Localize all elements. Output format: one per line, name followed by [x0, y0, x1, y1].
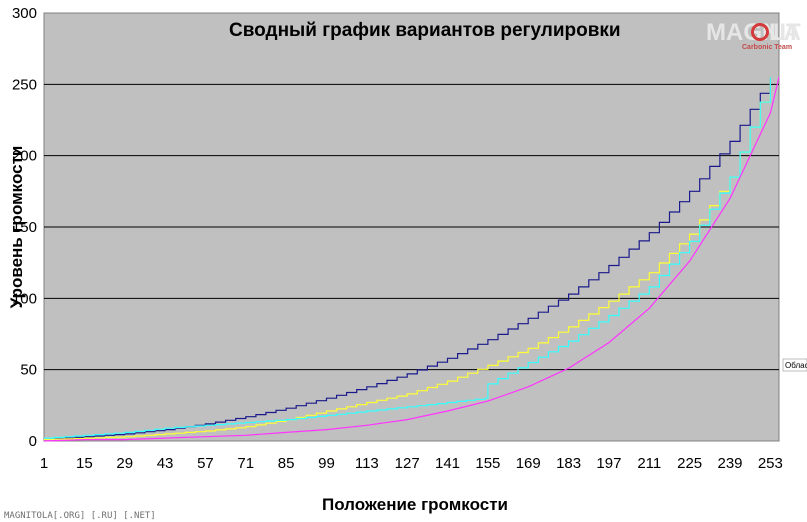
y-tick-label: 250 — [12, 76, 37, 93]
gridlines — [44, 83, 779, 371]
x-tick-label: 211 — [637, 455, 661, 472]
svg-text:LA: LA — [769, 19, 801, 46]
side-legend-fragment: Облас — [782, 358, 807, 372]
x-tick-label: 57 — [197, 455, 214, 472]
x-tick-label: 99 — [318, 455, 335, 472]
x-tick-label: 183 — [556, 455, 581, 472]
y-tick-label: 200 — [12, 148, 37, 165]
y-tick-label: 0 — [29, 433, 37, 450]
y-axis-title: Уровень громкости — [7, 146, 26, 309]
y-tick-label: 150 — [12, 219, 37, 236]
magnitola-logo: MAGNIT LA Carbonic Team — [706, 19, 801, 51]
footer-watermark: MAGNITOLA[.ORG] [.RU] [.NET] — [4, 511, 156, 521]
x-tick-label: 85 — [278, 455, 295, 472]
x-tick-label: 141 — [435, 455, 460, 472]
x-tick-label: 225 — [677, 455, 702, 472]
x-tick-label: 127 — [395, 455, 420, 472]
y-tick-labels: 0 50 100 150 200 250 300 — [12, 5, 37, 450]
x-tick-label: 113 — [355, 455, 379, 472]
logo-o-ring — [751, 23, 769, 41]
series-line-4 — [43, 77, 780, 442]
svg-text:Carbonic Team: Carbonic Team — [742, 44, 792, 51]
x-tick-label: 15 — [76, 455, 93, 472]
x-tick-label: 169 — [516, 455, 541, 472]
x-tick-label: 253 — [758, 455, 783, 472]
y-tick-label: 50 — [20, 362, 37, 379]
chart-title: Сводный график вариантов регулировки — [229, 20, 621, 41]
series-line-3 — [44, 77, 771, 439]
series-line-2 — [44, 77, 771, 441]
series-layer — [43, 77, 780, 442]
x-axis-title: Положение громкости — [322, 495, 508, 514]
y-tick-label: 300 — [12, 5, 37, 22]
x-tick-label: 1 — [40, 455, 48, 472]
x-tick-label: 71 — [237, 455, 254, 472]
x-tick-label: 155 — [475, 455, 500, 472]
x-tick-label: 43 — [157, 455, 174, 472]
x-tick-label: 197 — [596, 455, 621, 472]
svg-text:Облас: Облас — [785, 361, 807, 370]
x-tick-labels: 1 15 29 43 57 71 85 99 113 127 141 155 169 183 197 211 2… — [40, 455, 783, 472]
x-tick-label: 239 — [717, 455, 742, 472]
y-tick-label: 100 — [12, 290, 37, 307]
x-tick-label: 29 — [116, 455, 133, 472]
